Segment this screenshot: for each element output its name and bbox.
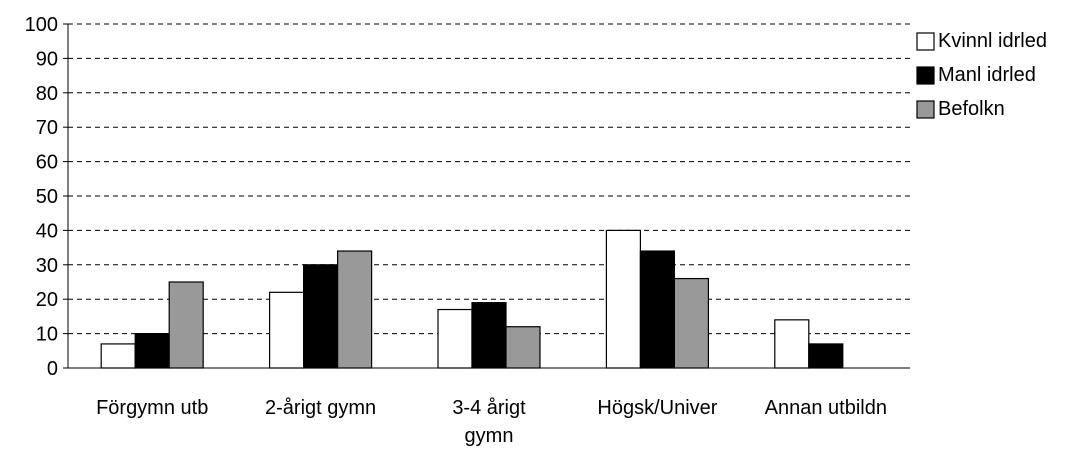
y-tick-label: 40 (36, 220, 58, 242)
y-tick-label: 100 (25, 14, 58, 36)
y-tick-label: 70 (36, 117, 58, 139)
legend-swatch (916, 32, 935, 51)
y-tick-label: 50 (36, 186, 58, 208)
legend-label: Befolkn (938, 98, 1005, 120)
bar-befolkn-2 (505, 326, 541, 369)
x-category-label: Annan utbildn (765, 397, 887, 419)
bar-befolkn-1 (337, 250, 373, 369)
bar-manl-idrled-1 (303, 264, 339, 369)
y-tick-labels: 0 10 20 30 40 50 60 70 80 90 100 (25, 14, 58, 380)
bar-manl-idrled-0 (134, 333, 170, 369)
x-category-label: 3-4 årigt (452, 397, 526, 419)
y-tick-label: 30 (36, 255, 58, 277)
legend-label: Manl idrled (938, 64, 1036, 86)
bar-manl-idrled-2 (471, 302, 507, 369)
legend: Kvinnl idrled Manl idrled Befolkn (916, 30, 1047, 120)
bar-kvinnl-idrled-1 (269, 291, 305, 369)
x-category-label: Högsk/Univer (597, 397, 717, 419)
bar-kvinnl-idrled-2 (437, 308, 473, 369)
legend-swatch (916, 100, 935, 119)
y-tick-label: 80 (36, 83, 58, 105)
bar-befolkn-0 (168, 281, 204, 369)
y-tick-label: 90 (36, 48, 58, 70)
x-category-label: 2-årigt gymn (265, 397, 376, 419)
bar-kvinnl-idrled-3 (605, 229, 642, 369)
y-tick-label: 20 (36, 289, 58, 311)
bar-kvinnl-idrled-4 (774, 319, 810, 369)
bar-manl-idrled-4 (808, 343, 844, 369)
bar-kvinnl-idrled-0 (100, 343, 136, 369)
y-tick-label: 10 (36, 324, 58, 346)
legend-swatch (916, 66, 935, 85)
legend-label: Kvinnl idrled (938, 30, 1047, 52)
bar-befolkn-3 (673, 277, 710, 369)
x-category-label: Förgymn utb (96, 397, 208, 419)
x-category-labels: Förgymn utb 2-årigt gymn 3-4 årigt gymn Högs… (96, 397, 887, 447)
y-tick-label: 0 (47, 358, 58, 380)
bars (100, 229, 844, 369)
y-tick-label: 60 (36, 152, 58, 174)
x-category-label: gymn (465, 425, 514, 447)
bar-manl-idrled-3 (639, 250, 676, 369)
